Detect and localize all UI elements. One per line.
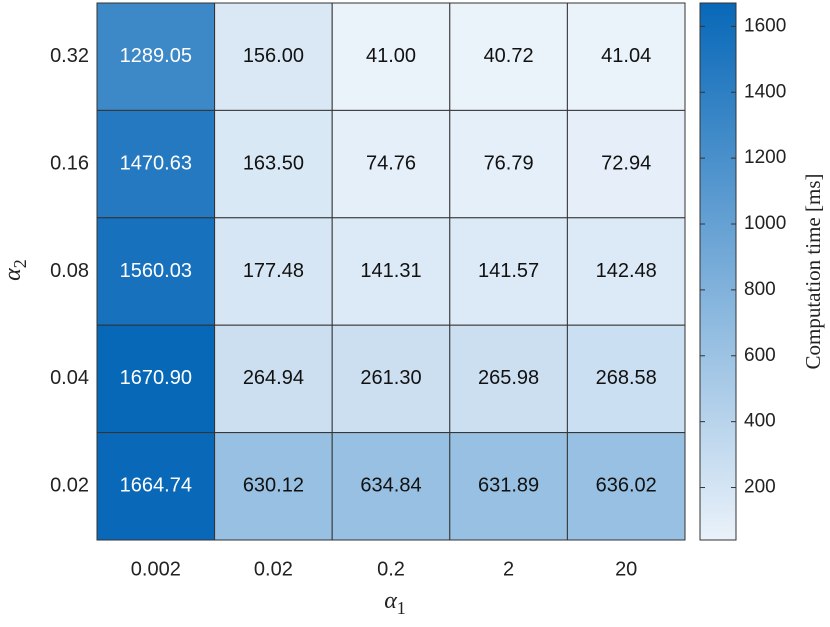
axis-label-subscript: 1 (397, 598, 406, 618)
x-tick-label: 20 (615, 558, 637, 580)
heatmap-cell (331, 2, 451, 111)
cell-label: 630.12 (243, 475, 304, 497)
heatmap-cell (331, 324, 451, 434)
y-tick-label: 0.04 (50, 367, 89, 389)
heatmap-cell (449, 324, 568, 434)
colorbar (699, 2, 737, 541)
colorbar-label: Computation time [ms] (801, 174, 825, 370)
cell-label: 141.31 (360, 260, 421, 282)
colorbar-tick-label: 1600 (744, 15, 786, 36)
axis-label-subscript: 2 (10, 259, 30, 268)
axis-label-symbol: α (0, 268, 26, 281)
cell-label: 1289.05 (120, 45, 192, 67)
cell-label: 74.76 (366, 152, 416, 174)
heatmap-cell (566, 324, 686, 434)
x-tick-label: 2 (503, 558, 514, 580)
heatmap-cell (214, 2, 333, 111)
y-tick-label: 0.32 (50, 45, 89, 67)
cell-label: 72.94 (601, 152, 651, 174)
heatmap-cell (331, 432, 451, 541)
cell-label: 163.50 (243, 152, 304, 174)
cell-label: 41.04 (601, 45, 651, 67)
heatmap-cell (331, 109, 451, 219)
cell-label: 156.00 (243, 45, 304, 67)
axis-label: α1 (384, 588, 406, 619)
cell-label: 268.58 (596, 367, 657, 389)
heatmap-cell (96, 432, 216, 541)
colorbar-tick-label: 400 (744, 411, 776, 432)
heatmap-cell (96, 2, 216, 111)
heatmap-cell (449, 2, 568, 111)
cell-label: 634.84 (360, 475, 421, 497)
cell-label: 631.89 (478, 475, 539, 497)
heatmap-cell (566, 217, 686, 326)
heatmap-cell (214, 217, 333, 326)
heatmap-cell (214, 324, 333, 434)
heatmap-cell (449, 217, 568, 326)
colorbar-tick-label: 200 (744, 477, 776, 498)
y-tick-label: 0.08 (50, 260, 89, 282)
cell-label: 636.02 (596, 475, 657, 497)
colorbar-tick-label: 1000 (744, 213, 786, 234)
heatmap-cell (96, 324, 216, 434)
colorbar-tick-label: 600 (744, 345, 776, 366)
x-tick-label: 0.002 (131, 558, 181, 580)
cell-label: 141.57 (478, 260, 539, 282)
cell-label: 1470.63 (120, 152, 192, 174)
colorbar-tick-label: 1200 (744, 147, 786, 168)
heatmap-cell (214, 432, 333, 541)
heatmap-cell (566, 2, 686, 111)
cell-label: 265.98 (478, 367, 539, 389)
cell-label: 264.94 (243, 367, 304, 389)
y-tick-label: 0.02 (50, 475, 89, 497)
cell-label: 1560.03 (120, 260, 192, 282)
x-tick-label: 0.2 (377, 558, 405, 580)
heatmap-cell (331, 217, 451, 326)
cell-label: 142.48 (596, 260, 657, 282)
cell-label: 1670.90 (120, 367, 192, 389)
axis-label-symbol: α (384, 588, 397, 614)
heatmap-cell (566, 109, 686, 219)
y-tick-label: 0.16 (50, 152, 89, 174)
cell-label: 177.48 (243, 260, 304, 282)
heatmap-cell (96, 109, 216, 219)
heatmap-cell (566, 432, 686, 541)
cell-label: 41.00 (366, 45, 416, 67)
x-tick-label: 0.02 (254, 558, 293, 580)
cell-label: 76.79 (484, 152, 534, 174)
cell-label: 261.30 (360, 367, 421, 389)
axis-label: α2 (0, 259, 30, 281)
cell-label: 40.72 (484, 45, 534, 67)
cell-label: 1664.74 (120, 475, 192, 497)
colorbar-tick-label: 800 (744, 279, 776, 300)
colorbar-tick-label: 1400 (744, 81, 786, 102)
